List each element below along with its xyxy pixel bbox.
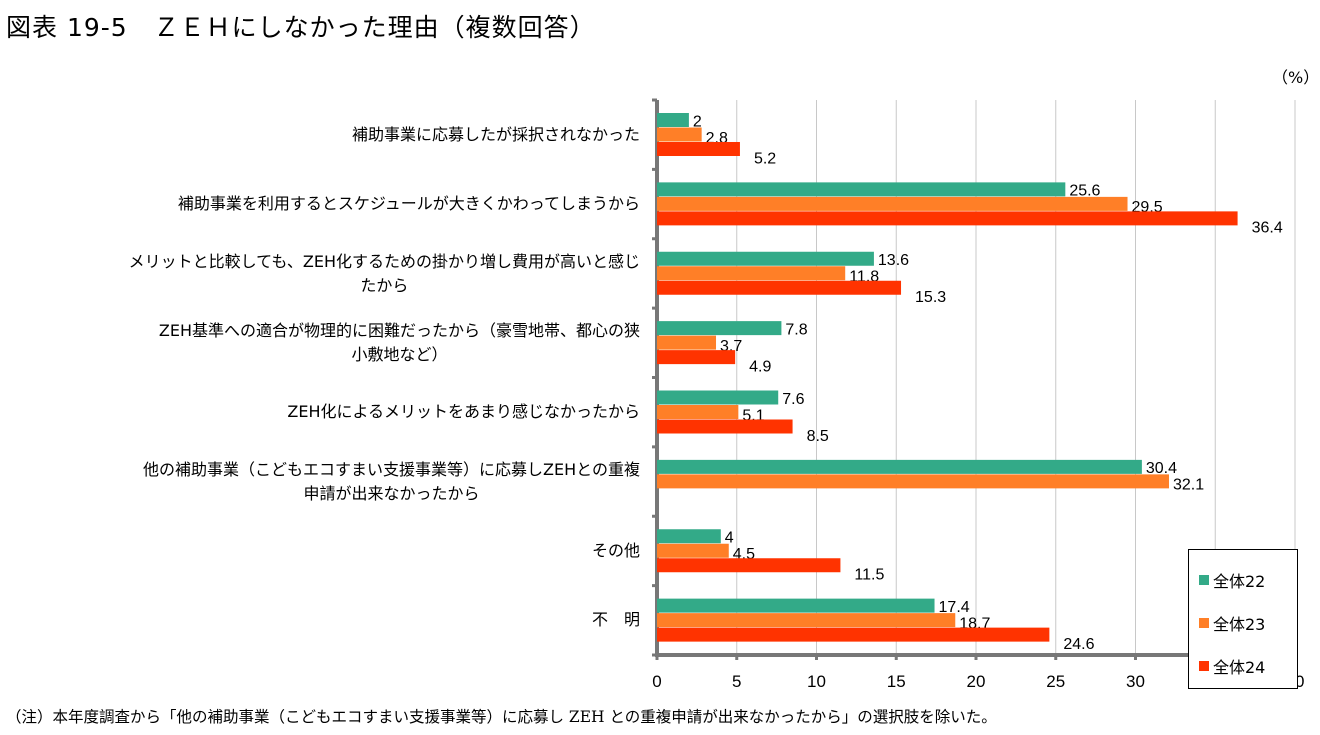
bar-1: [657, 266, 846, 281]
x-tick-label: 25: [1046, 672, 1065, 691]
bar-1: [657, 405, 739, 419]
data-label: 30.4: [1146, 460, 1177, 477]
bar-0: [657, 459, 1142, 474]
bar-0: [657, 251, 874, 266]
category-label: ZEH基準への適合が物理的に困難だったから（豪雪地帯、都心の狭 小敷地など）: [159, 319, 640, 367]
chart-title: 図表 19-5 ＺＥＨにしなかった理由（複数回答）: [6, 13, 596, 42]
category-label: メリットと比較しても、ZEH化するための掛かり増し費用が高いと感じ たから: [129, 250, 640, 298]
data-label: 36.4: [1252, 220, 1283, 237]
bar-1: [657, 613, 956, 628]
bar-2: [657, 350, 736, 365]
bar-0: [657, 321, 782, 336]
bar-0: [657, 182, 1066, 197]
category-label-line: 不 明: [591, 610, 640, 630]
category-label: 補助事業に応募したが採択されなかった: [352, 123, 640, 147]
data-label: 17.4: [939, 599, 970, 616]
bar-0: [657, 529, 721, 544]
x-tick-label: 5: [732, 672, 741, 691]
legend-item-0: 全体22: [1199, 568, 1265, 592]
category-label: 補助事業を利用するとスケジュールが大きくかわってしまうから: [178, 192, 640, 216]
category-label-line: たから: [360, 275, 409, 295]
category-label: その他: [592, 539, 640, 563]
data-label: 5.2: [754, 150, 776, 167]
data-label: 7.6: [782, 391, 804, 408]
bar-0: [657, 113, 689, 127]
legend-swatch: [1199, 618, 1209, 628]
bar-1: [657, 127, 702, 142]
data-label: 32.1: [1173, 477, 1204, 494]
x-tick-label: 0: [652, 672, 661, 691]
legend-label: 全体24: [1213, 658, 1266, 677]
bar-2: [657, 558, 841, 573]
category-label-line: 補助事業を利用するとスケジュールが大きくかわってしまうから: [177, 194, 640, 214]
legend-swatch: [1199, 661, 1209, 671]
category-label-line: 申請が出来なかったから: [303, 483, 480, 503]
data-label: 4: [725, 530, 734, 547]
bar-2: [657, 280, 902, 295]
bar-0: [657, 598, 935, 613]
data-label: 15.3: [915, 289, 946, 306]
bar-1: [657, 543, 729, 558]
category-label: 不 明: [592, 608, 640, 632]
category-label-line: メリットと比較しても、ZEH化するための掛かり増し費用が高いと感じ: [128, 251, 640, 271]
legend-label: 全体22: [1213, 572, 1266, 591]
legend-item-2: 全体24: [1199, 654, 1265, 678]
bar-1: [657, 196, 1128, 211]
data-label: 4.9: [749, 358, 771, 375]
data-label: 11.5: [854, 567, 884, 584]
category-label-line: 他の補助事業（こどもエコすまい支援事業等）に応募しZEHとの重複: [143, 459, 640, 479]
legend-swatch: [1199, 575, 1209, 585]
category-label-line: ZEH化によるメリットをあまり感じなかったから: [287, 402, 640, 422]
legend-item-1: 全体23: [1199, 611, 1265, 635]
category-label-line: 小敷地など）: [351, 344, 448, 364]
category-label: 他の補助事業（こどもエコすまい支援事業等）に応募しZEHとの重複 申請が出来なかっ…: [143, 458, 640, 506]
category-label-line: その他: [591, 541, 640, 560]
data-label: 13.6: [878, 252, 909, 269]
bar-2: [657, 419, 793, 434]
unit-label: （%）: [1272, 68, 1320, 87]
data-label: 2: [693, 113, 702, 130]
data-label: 24.6: [1063, 636, 1094, 653]
bar-2: [657, 627, 1050, 642]
footnote: （注）本年度調査から「他の補助事業（こどもエコすまい支援事業等）に応募し ZEH…: [6, 708, 997, 726]
x-tick-label: 20: [967, 672, 986, 691]
bar-0: [657, 390, 779, 405]
legend: 全体22 全体23 全体24: [1188, 549, 1298, 689]
data-label: 25.6: [1069, 183, 1100, 200]
bar-2: [657, 142, 740, 156]
bar-1: [657, 474, 1169, 489]
data-label: 8.5: [807, 428, 829, 445]
data-label: 7.8: [785, 321, 807, 338]
category-label-line: 補助事業に応募したが採択されなかった: [351, 124, 640, 144]
x-tick-label: 10: [807, 672, 826, 691]
x-tick-label: 15: [887, 672, 906, 691]
bar-1: [657, 335, 717, 350]
x-tick-label: 30: [1126, 672, 1145, 691]
category-label-line: ZEH基準への適合が物理的に困難だったから（豪雪地帯、都心の狭: [158, 320, 640, 340]
category-label: ZEH化によるメリットをあまり感じなかったから: [287, 400, 640, 424]
bar-2: [657, 211, 1238, 226]
legend-label: 全体23: [1213, 615, 1266, 634]
